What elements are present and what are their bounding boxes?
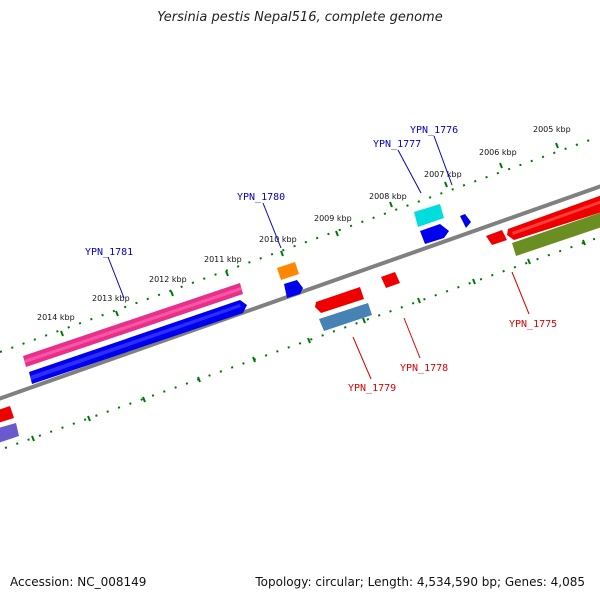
tick-label-2007: 2007 kbp (424, 170, 462, 179)
tick-label-2008: 2008 kbp (369, 192, 407, 201)
tick-label-2009: 2009 kbp (314, 214, 352, 223)
major-ticks-upper (60, 142, 559, 337)
feature-red-left-edge[interactable] (0, 406, 14, 423)
gene-label-1781[interactable]: YPN_1781 (85, 247, 133, 258)
map-title: Yersinia pestis Nepal516, complete genom… (157, 10, 443, 25)
feature-orange[interactable] (277, 262, 299, 280)
feature-blue-1776[interactable] (460, 214, 471, 228)
gene-label-1780[interactable]: YPN_1780 (237, 192, 285, 203)
label-leaders (107, 135, 530, 380)
gene-label-1779[interactable]: YPN_1779 (348, 383, 396, 394)
gene-label-1778[interactable]: YPN_1778 (400, 363, 448, 374)
feature-red-1775a[interactable] (486, 230, 507, 245)
feature-olive-long[interactable] (512, 211, 600, 256)
forward-strand-features (23, 204, 471, 384)
feature-steelblue-1779[interactable] (319, 303, 372, 331)
tick-label-2012: 2012 kbp (149, 275, 187, 284)
gene-label-1777[interactable]: YPN_1777 (373, 139, 421, 150)
tick-label-2011: 2011 kbp (204, 255, 242, 264)
feature-blue-1780[interactable] (284, 280, 303, 298)
feature-cyan[interactable] (414, 204, 444, 227)
reverse-strand-features (0, 195, 600, 443)
feature-purple-left-edge[interactable] (0, 423, 19, 443)
tick-label-2005: 2005 kbp (533, 125, 571, 134)
tick-label-2014: 2014 kbp (37, 313, 75, 322)
topology-text: Topology: circular; Length: 4,534,590 bp… (255, 575, 585, 589)
scale-ticks-upper (0, 139, 591, 353)
tick-label-2013: 2013 kbp (92, 294, 130, 303)
tick-label-2006: 2006 kbp (479, 148, 517, 157)
feature-red-1779[interactable] (315, 287, 364, 313)
feature-red-1778[interactable] (381, 272, 400, 288)
major-ticks-lower (31, 239, 586, 442)
feature-blue-1777[interactable] (420, 224, 449, 244)
accession-text: Accession: NC_008149 (10, 575, 147, 589)
gene-label-1775[interactable]: YPN_1775 (509, 319, 557, 330)
gene-label-1776[interactable]: YPN_1776 (410, 125, 458, 136)
